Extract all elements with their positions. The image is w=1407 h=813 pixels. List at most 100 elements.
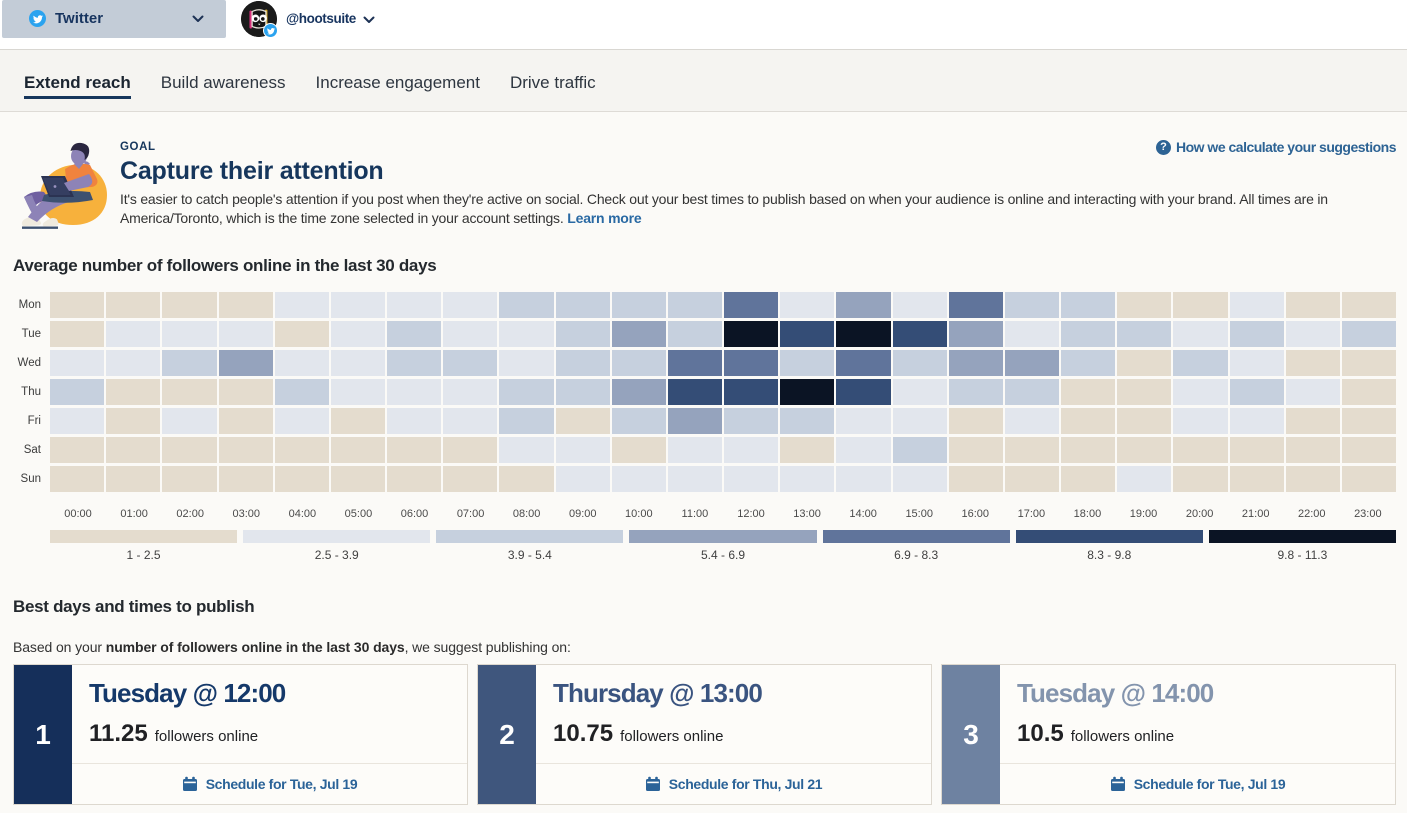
heatmap-cell-thu-18:00[interactable] [1061, 379, 1116, 405]
heatmap-cell-fri-03:00[interactable] [218, 408, 273, 434]
tab-increase-engagement[interactable]: Increase engagement [315, 73, 480, 92]
heatmap-cell-thu-19:00[interactable] [1117, 379, 1172, 405]
heatmap-cell-mon-00:00[interactable] [50, 292, 105, 318]
heatmap-cell-sun-17:00[interactable] [1004, 466, 1059, 492]
heatmap-cell-fri-02:00[interactable] [162, 408, 217, 434]
heatmap-cell-wed-02:00[interactable] [162, 350, 217, 376]
heatmap-cell-sat-18:00[interactable] [1061, 437, 1116, 463]
heatmap-cell-mon-11:00[interactable] [667, 292, 722, 318]
heatmap-cell-sun-22:00[interactable] [1285, 466, 1340, 492]
heatmap-cell-fri-00:00[interactable] [50, 408, 105, 434]
heatmap-cell-sat-20:00[interactable] [1173, 437, 1228, 463]
heatmap-cell-thu-07:00[interactable] [443, 379, 498, 405]
heatmap-cell-sat-04:00[interactable] [274, 437, 329, 463]
heatmap-cell-thu-04:00[interactable] [274, 379, 329, 405]
heatmap-cell-tue-15:00[interactable] [892, 321, 947, 347]
heatmap-cell-thu-15:00[interactable] [892, 379, 947, 405]
heatmap-cell-sat-12:00[interactable] [724, 437, 779, 463]
schedule-button[interactable]: Schedule for Tue, Jul 19 [1000, 763, 1395, 804]
heatmap-cell-sun-03:00[interactable] [218, 466, 273, 492]
heatmap-cell-tue-01:00[interactable] [106, 321, 161, 347]
heatmap-cell-fri-01:00[interactable] [106, 408, 161, 434]
heatmap-cell-mon-17:00[interactable] [1004, 292, 1059, 318]
heatmap-cell-thu-16:00[interactable] [948, 379, 1003, 405]
heatmap-cell-tue-02:00[interactable] [162, 321, 217, 347]
heatmap-cell-tue-20:00[interactable] [1173, 321, 1228, 347]
heatmap-cell-mon-02:00[interactable] [162, 292, 217, 318]
heatmap-cell-wed-16:00[interactable] [948, 350, 1003, 376]
heatmap-cell-mon-06:00[interactable] [387, 292, 442, 318]
heatmap-cell-tue-14:00[interactable] [836, 321, 891, 347]
heatmap-cell-mon-16:00[interactable] [948, 292, 1003, 318]
heatmap-cell-wed-01:00[interactable] [106, 350, 161, 376]
tab-extend-reach[interactable]: Extend reach [24, 73, 131, 99]
heatmap-cell-wed-07:00[interactable] [443, 350, 498, 376]
tab-build-awareness[interactable]: Build awareness [160, 73, 286, 92]
heatmap-cell-tue-00:00[interactable] [50, 321, 105, 347]
heatmap-cell-sun-01:00[interactable] [106, 466, 161, 492]
heatmap-cell-sun-09:00[interactable] [555, 466, 610, 492]
heatmap-cell-sat-01:00[interactable] [106, 437, 161, 463]
heatmap-cell-wed-06:00[interactable] [387, 350, 442, 376]
heatmap-cell-wed-09:00[interactable] [555, 350, 610, 376]
heatmap-cell-tue-05:00[interactable] [330, 321, 385, 347]
heatmap-cell-sat-06:00[interactable] [387, 437, 442, 463]
heatmap-cell-sat-10:00[interactable] [611, 437, 666, 463]
heatmap-cell-sun-20:00[interactable] [1173, 466, 1228, 492]
heatmap-cell-fri-17:00[interactable] [1004, 408, 1059, 434]
heatmap-cell-thu-01:00[interactable] [106, 379, 161, 405]
heatmap-cell-fri-23:00[interactable] [1341, 408, 1396, 434]
heatmap-cell-wed-19:00[interactable] [1117, 350, 1172, 376]
heatmap-cell-sun-16:00[interactable] [948, 466, 1003, 492]
heatmap-cell-mon-15:00[interactable] [892, 292, 947, 318]
heatmap-cell-mon-03:00[interactable] [218, 292, 273, 318]
heatmap-cell-sun-05:00[interactable] [330, 466, 385, 492]
heatmap-cell-fri-10:00[interactable] [611, 408, 666, 434]
heatmap-cell-sun-11:00[interactable] [667, 466, 722, 492]
heatmap-cell-tue-06:00[interactable] [387, 321, 442, 347]
heatmap-cell-wed-08:00[interactable] [499, 350, 554, 376]
heatmap-cell-sat-05:00[interactable] [330, 437, 385, 463]
heatmap-cell-mon-05:00[interactable] [330, 292, 385, 318]
heatmap-cell-fri-21:00[interactable] [1229, 408, 1284, 434]
heatmap-cell-tue-21:00[interactable] [1229, 321, 1284, 347]
heatmap-cell-sun-12:00[interactable] [724, 466, 779, 492]
heatmap-cell-fri-13:00[interactable] [780, 408, 835, 434]
heatmap-cell-sun-21:00[interactable] [1229, 466, 1284, 492]
heatmap-cell-mon-01:00[interactable] [106, 292, 161, 318]
heatmap-cell-wed-11:00[interactable] [667, 350, 722, 376]
heatmap-cell-fri-14:00[interactable] [836, 408, 891, 434]
heatmap-cell-fri-18:00[interactable] [1061, 408, 1116, 434]
heatmap-cell-wed-22:00[interactable] [1285, 350, 1340, 376]
heatmap-cell-thu-12:00[interactable] [724, 379, 779, 405]
heatmap-cell-tue-17:00[interactable] [1004, 321, 1059, 347]
heatmap-cell-sun-15:00[interactable] [892, 466, 947, 492]
heatmap-cell-tue-08:00[interactable] [499, 321, 554, 347]
heatmap-cell-fri-19:00[interactable] [1117, 408, 1172, 434]
heatmap-cell-mon-12:00[interactable] [724, 292, 779, 318]
heatmap-cell-fri-06:00[interactable] [387, 408, 442, 434]
heatmap-cell-mon-23:00[interactable] [1341, 292, 1396, 318]
heatmap-cell-sat-14:00[interactable] [836, 437, 891, 463]
heatmap-cell-sun-02:00[interactable] [162, 466, 217, 492]
heatmap-cell-fri-07:00[interactable] [443, 408, 498, 434]
heatmap-cell-thu-10:00[interactable] [611, 379, 666, 405]
heatmap-cell-thu-13:00[interactable] [780, 379, 835, 405]
heatmap-cell-tue-11:00[interactable] [667, 321, 722, 347]
heatmap-cell-tue-03:00[interactable] [218, 321, 273, 347]
heatmap-cell-tue-18:00[interactable] [1061, 321, 1116, 347]
heatmap-cell-mon-04:00[interactable] [274, 292, 329, 318]
heatmap-cell-sat-02:00[interactable] [162, 437, 217, 463]
heatmap-cell-mon-09:00[interactable] [555, 292, 610, 318]
heatmap-cell-fri-20:00[interactable] [1173, 408, 1228, 434]
heatmap-cell-wed-23:00[interactable] [1341, 350, 1396, 376]
heatmap-cell-wed-14:00[interactable] [836, 350, 891, 376]
heatmap-cell-thu-20:00[interactable] [1173, 379, 1228, 405]
heatmap-cell-sat-07:00[interactable] [443, 437, 498, 463]
heatmap-cell-tue-04:00[interactable] [274, 321, 329, 347]
heatmap-cell-wed-04:00[interactable] [274, 350, 329, 376]
tab-drive-traffic[interactable]: Drive traffic [509, 73, 596, 92]
heatmap-cell-mon-18:00[interactable] [1061, 292, 1116, 318]
heatmap-cell-mon-10:00[interactable] [611, 292, 666, 318]
heatmap-cell-thu-17:00[interactable] [1004, 379, 1059, 405]
